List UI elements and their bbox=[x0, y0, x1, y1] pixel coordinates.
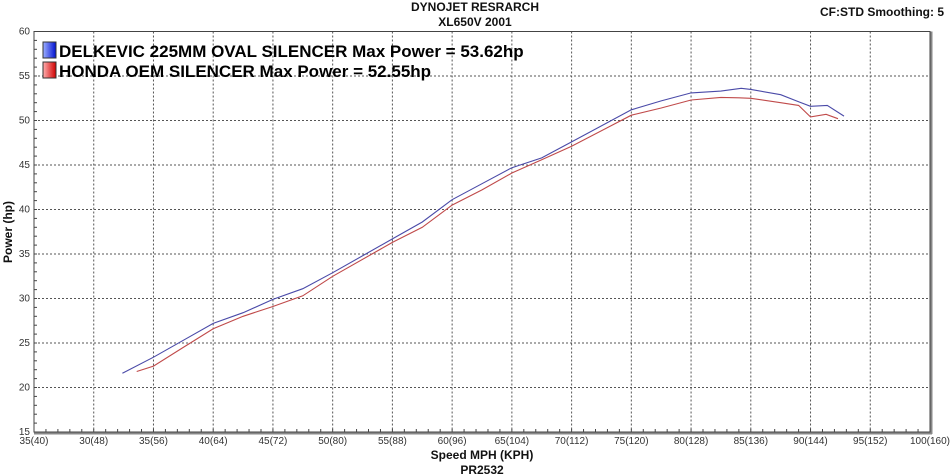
y-tick-label: 30 bbox=[19, 294, 31, 305]
x-tick-label: 40(64) bbox=[199, 436, 228, 447]
chart-title: DYNOJET RESRARCH bbox=[410, 0, 539, 14]
series-line-honda bbox=[136, 96, 839, 373]
y-tick-label: 50 bbox=[19, 116, 31, 127]
x-tick-label: 50(80) bbox=[318, 436, 347, 447]
x-tick-label: 60(96) bbox=[438, 436, 467, 447]
x-tick-label: 35(40) bbox=[20, 436, 49, 447]
chart-subtitle: XL650V 2001 bbox=[438, 15, 512, 29]
legend-label-delkevic: DELKEVIC 225MM OVAL SILENCER Max Power =… bbox=[59, 42, 524, 61]
y-tick-label: 40 bbox=[19, 205, 31, 216]
y-tick-label: 35 bbox=[19, 249, 31, 260]
y-tick-label: 55 bbox=[19, 71, 31, 82]
y-tick-label: 60 bbox=[19, 27, 31, 38]
series-line-delkevic bbox=[122, 87, 845, 374]
x-tick-label: 75(120) bbox=[614, 436, 648, 447]
x-tick-label: 35(56) bbox=[139, 436, 168, 447]
legend-swatch-delkevic bbox=[42, 41, 57, 59]
x-tick-label: 70(112) bbox=[555, 436, 589, 447]
x-tick-label: 30(48) bbox=[79, 436, 108, 447]
correction-annotation: CF:STD Smoothing: 5 bbox=[820, 5, 944, 19]
legend-label-honda: HONDA OEM SILENCER Max Power = 52.55hp bbox=[59, 62, 431, 81]
x-tick-label: 100(160) bbox=[910, 436, 950, 447]
x-tick-label: 65(104) bbox=[495, 436, 529, 447]
x-tick-label: 90(144) bbox=[793, 436, 827, 447]
x-tick-label: 80(128) bbox=[674, 436, 708, 447]
y-axis-label: Power (hp) bbox=[1, 201, 15, 263]
x-tick-label: 45(72) bbox=[258, 436, 287, 447]
x-axis-label: Speed MPH (KPH) bbox=[431, 448, 534, 462]
y-tick-label: 25 bbox=[19, 338, 31, 349]
x-tick-label: 95(152) bbox=[853, 436, 887, 447]
y-tick-label: 15 bbox=[19, 427, 31, 438]
plot-frame bbox=[33, 31, 931, 433]
legend-swatch-honda bbox=[42, 61, 57, 79]
y-tick-label: 20 bbox=[19, 383, 31, 394]
y-tick-label: 45 bbox=[19, 160, 31, 171]
x-tick-label: 85(136) bbox=[734, 436, 768, 447]
x-tick-label: 55(88) bbox=[378, 436, 407, 447]
chart-footer: PR2532 bbox=[460, 463, 504, 476]
